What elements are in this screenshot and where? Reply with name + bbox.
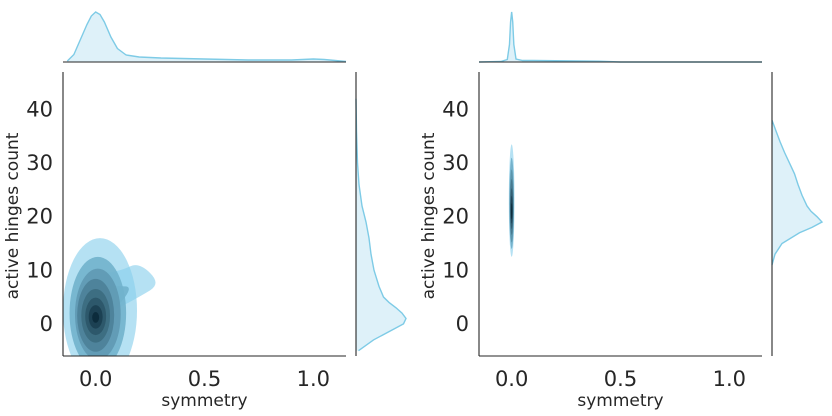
x-tick-label: 1.0 — [713, 367, 746, 391]
marginal-x-area — [67, 12, 346, 62]
right-joint-kde — [508, 144, 515, 257]
left-axes: 0.0 0.5 1.0 0 10 20 30 40 — [26, 72, 346, 391]
right-axes: 0.0 0.5 1.0 0 10 20 30 40 — [442, 72, 762, 391]
right-joint-plot: 0.0 0.5 1.0 0 10 20 30 40 symmetry active hinge… — [419, 11, 824, 411]
y-tick-label: 20 — [26, 205, 53, 229]
x-tick-label: 1.0 — [297, 367, 330, 391]
right-top-marginal-kde — [478, 11, 762, 63]
left-x-axis-label: symmetry — [161, 391, 247, 411]
left-joint-plot: 0.0 0.5 1.0 0 10 20 30 40 symmetry active hinge… — [3, 11, 407, 411]
marginal-y-line — [771, 119, 824, 266]
left-joint-kde — [63, 238, 156, 356]
right-x-axis-label: symmetry — [577, 391, 663, 411]
y-tick-label: 10 — [26, 258, 53, 282]
marginal-x-area — [479, 12, 762, 62]
y-tick-label: 0 — [456, 312, 469, 336]
left-top-marginal-kde — [63, 11, 347, 63]
marginal-x-line — [478, 11, 762, 63]
y-tick-label: 10 — [442, 258, 469, 282]
y-tick-label: 0 — [40, 312, 53, 336]
kde-contour-level — [511, 203, 513, 220]
x-tick-label: 0.5 — [188, 367, 221, 391]
y-tick-label: 30 — [442, 151, 469, 175]
marginal-y-line — [355, 98, 407, 352]
right-y-axis-label: active hinges count — [419, 132, 439, 299]
marginal-y-area — [356, 98, 406, 351]
y-tick-label: 40 — [442, 98, 469, 122]
right-right-marginal-kde — [771, 72, 824, 356]
y-tick-label: 40 — [26, 98, 53, 122]
y-tick-label: 30 — [26, 151, 53, 175]
left-y-axis-label: active hinges count — [3, 132, 23, 299]
x-tick-label: 0.5 — [604, 367, 637, 391]
marginal-x-line — [66, 11, 347, 63]
x-tick-label: 0.0 — [495, 367, 528, 391]
x-tick-label: 0.0 — [79, 367, 112, 391]
left-right-marginal-kde — [355, 72, 407, 356]
marginal-y-area — [772, 120, 822, 265]
kde-contour-level — [92, 312, 100, 323]
y-tick-label: 20 — [442, 205, 469, 229]
